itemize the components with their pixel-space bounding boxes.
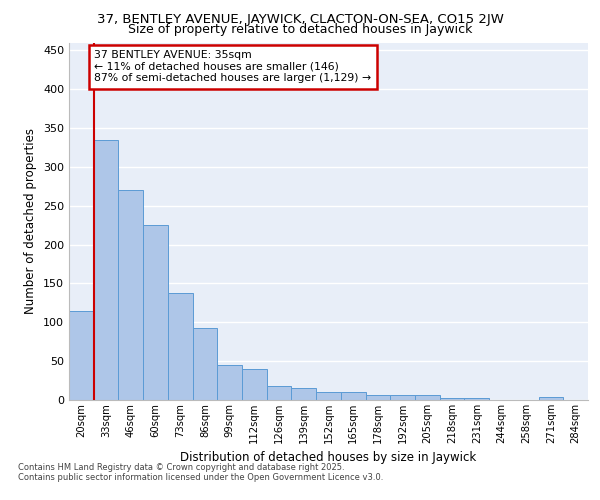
Bar (242, 369, 267, 400)
Bar (390, 396, 415, 400)
Bar (464, 398, 489, 400)
X-axis label: Distribution of detached houses by size in Jaywick: Distribution of detached houses by size … (181, 452, 476, 464)
Bar (217, 365, 242, 400)
Bar (292, 388, 316, 400)
Bar (143, 225, 168, 400)
Bar (94, 140, 118, 400)
Text: 37 BENTLEY AVENUE: 35sqm
← 11% of detached houses are smaller (146)
87% of semi-: 37 BENTLEY AVENUE: 35sqm ← 11% of detach… (94, 50, 371, 84)
Bar (168, 292, 193, 400)
Bar (341, 392, 365, 400)
Bar (118, 190, 143, 400)
Bar (539, 397, 563, 400)
Text: Contains public sector information licensed under the Open Government Licence v3: Contains public sector information licen… (18, 472, 383, 482)
Bar (267, 386, 292, 400)
Bar (415, 394, 440, 400)
Text: Size of property relative to detached houses in Jaywick: Size of property relative to detached ho… (128, 24, 472, 36)
Bar (316, 392, 341, 400)
Text: 37, BENTLEY AVENUE, JAYWICK, CLACTON-ON-SEA, CO15 2JW: 37, BENTLEY AVENUE, JAYWICK, CLACTON-ON-… (97, 12, 503, 26)
Bar (193, 328, 217, 400)
Y-axis label: Number of detached properties: Number of detached properties (25, 128, 37, 314)
Bar (440, 398, 464, 400)
Bar (69, 310, 94, 400)
Bar (365, 396, 390, 400)
Text: Contains HM Land Registry data © Crown copyright and database right 2025.: Contains HM Land Registry data © Crown c… (18, 462, 344, 471)
